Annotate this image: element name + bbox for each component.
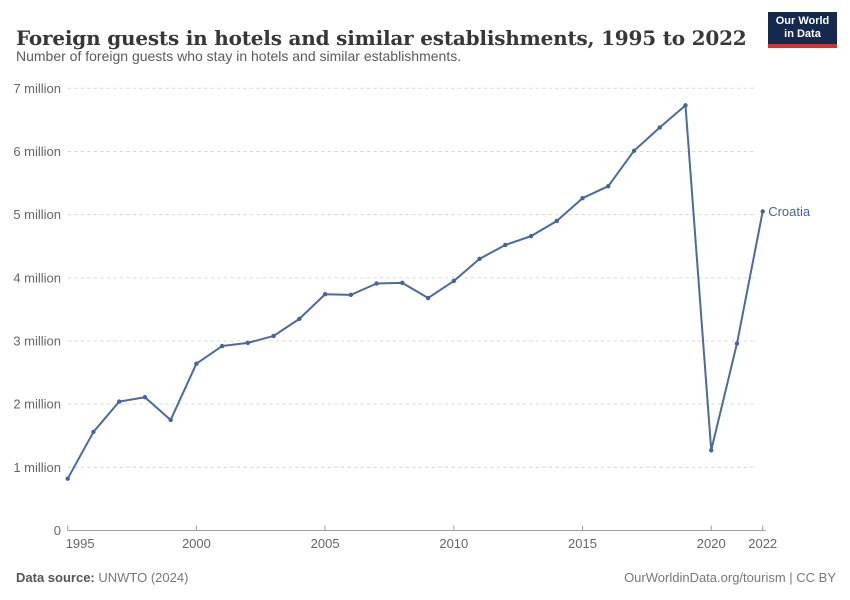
y-axis-tick-label: 6 million <box>13 144 61 159</box>
data-point <box>503 242 508 248</box>
data-point <box>580 196 585 201</box>
data-point <box>297 316 302 322</box>
x-axis-tick-label: 2000 <box>182 536 211 551</box>
entity-label: Croatia <box>768 204 811 219</box>
data-point <box>451 278 457 284</box>
data-point <box>631 148 637 154</box>
data-line <box>66 104 764 480</box>
data-point <box>374 281 379 286</box>
footer-credit: OurWorldinData.org/tourism | CC BY <box>624 570 836 585</box>
y-axis-tick-label: 4 million <box>13 270 61 285</box>
x-axis-tick-label: 2005 <box>311 536 340 551</box>
chart-title: Foreign guests in hotels and similar est… <box>16 26 747 51</box>
data-point <box>400 280 405 286</box>
data-point <box>219 343 225 349</box>
data-point <box>271 333 276 339</box>
owid-logo-box: Our World in Data <box>768 12 837 44</box>
y-axis-tick-label: 2 million <box>13 397 61 412</box>
y-axis-tick-label: 0 <box>54 523 61 538</box>
data-point <box>348 292 354 298</box>
x-axis-tick-label: 2015 <box>568 536 597 551</box>
data-point <box>245 340 251 346</box>
data-point <box>760 209 765 214</box>
data-point <box>657 125 662 130</box>
x-axis-tick-label: 2020 <box>697 536 726 551</box>
data-point <box>142 395 148 400</box>
x-axis-tick-label: 2010 <box>439 536 468 551</box>
data-source-value: UNWTO (2024) <box>94 570 189 585</box>
data-point <box>65 476 70 481</box>
data-point <box>168 417 173 423</box>
owid-logo-text-line2: in Data <box>784 28 821 40</box>
data-point <box>709 448 714 453</box>
data-point <box>554 218 559 224</box>
y-axis-tick-label: 7 million <box>13 81 61 96</box>
data-point <box>322 292 328 297</box>
data-point <box>91 429 96 435</box>
footer-source: Data source: UNWTO (2024) <box>16 570 188 585</box>
data-point <box>528 233 534 239</box>
data-point <box>734 341 740 346</box>
owid-logo-text-line1: Our World <box>775 15 830 27</box>
x-axis-tick-label: 2022 <box>748 536 777 551</box>
y-axis-tick-label: 5 million <box>13 207 61 222</box>
data-point <box>606 184 611 189</box>
data-point <box>194 361 199 366</box>
y-axis-tick-label: 1 million <box>13 460 61 475</box>
x-axis-tick-label: 1995 <box>66 536 95 551</box>
owid-logo-red-strip <box>768 44 837 48</box>
data-point <box>425 295 431 301</box>
data-point <box>477 256 482 262</box>
y-axis-tick-label: 3 million <box>13 333 61 348</box>
data-point <box>683 103 688 108</box>
data-source-label: Data source: <box>16 570 95 585</box>
chart-subtitle: Number of foreign guests who stay in hot… <box>16 48 462 64</box>
data-point <box>116 399 122 404</box>
owid-logo: Our World in Data <box>768 12 837 48</box>
